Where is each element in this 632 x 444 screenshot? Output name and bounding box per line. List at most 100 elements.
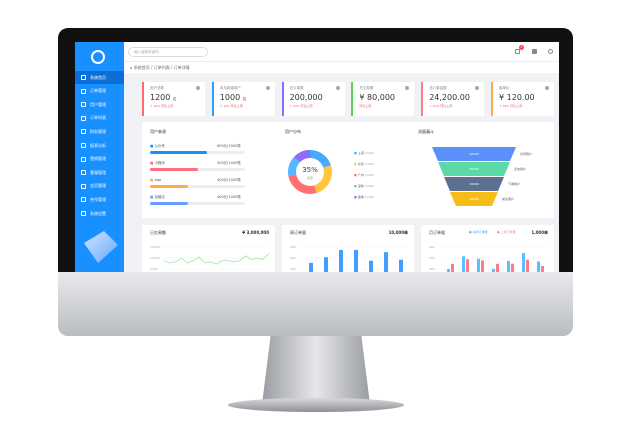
monthly-bar-a	[447, 269, 450, 272]
search-input[interactable]: 输入搜索关键词	[128, 47, 208, 57]
sidebar-item[interactable]: 用户管理	[75, 98, 124, 111]
weekly-bar	[339, 249, 343, 272]
top-bar: 输入搜索关键词 3	[124, 42, 559, 62]
overview-panel: 用户来源 ■ 公众号 600元/1000笔 ■ 小程序 500元/1000笔 ■ App…	[142, 122, 554, 218]
monthly-bar-b	[496, 263, 499, 272]
info-icon[interactable]	[545, 86, 549, 90]
weekly-bar	[354, 249, 358, 272]
stat-value: 24,200.00	[429, 93, 470, 102]
stat-card: 用户总数 1200 位 ↑ 10% 环比上周	[142, 82, 205, 116]
menu-icon	[81, 156, 86, 162]
source-label: ■ 自营店	[150, 195, 165, 199]
stat-change: ↑ 10% 环比上周	[150, 104, 174, 108]
stat-value: 200,000	[289, 93, 323, 102]
sidebar-item[interactable]: 系统首页	[75, 71, 124, 84]
menu-icon	[81, 211, 86, 216]
sidebar-item[interactable]: 报表分析	[75, 139, 124, 152]
funnel-stage: 10000	[432, 147, 516, 161]
dist-legend-item: ■ 深圳 10000	[354, 184, 375, 188]
breadcrumb: ⌂ 系统首页 / 订单列表 / 订单详情	[124, 62, 559, 73]
lock-icon[interactable]	[532, 49, 537, 54]
gear-icon[interactable]	[548, 49, 553, 54]
stat-card: 总订单金额 24,200.00 ↓ 22% 环比上周	[421, 82, 485, 116]
funnel-stage: 30000	[438, 162, 510, 176]
stat-value: 1200	[150, 93, 171, 102]
stat-change: 环比上周	[359, 104, 372, 108]
donut-slice	[314, 165, 332, 193]
donut-slice	[288, 156, 300, 177]
source-progress	[150, 168, 245, 171]
sidebar-item-label: 系统设置	[90, 210, 106, 216]
menu-icon	[81, 129, 86, 135]
dist-legend-item: ■ 上海 10000	[354, 151, 375, 155]
info-icon[interactable]	[196, 86, 200, 90]
y-tick: 600	[290, 256, 296, 260]
notification-badge: 3	[519, 45, 524, 50]
funnel-title: 流量漏斗	[418, 129, 434, 134]
notification-icon[interactable]	[515, 49, 520, 54]
user-dist-title: 用户分布	[285, 129, 301, 134]
donut-slice	[310, 150, 331, 168]
dashboard-screen: 系统首页 订单管理 用户管理 订单列表 财务管理 报表分析 营销管理 客服管理 会员管理 合作管理…	[75, 42, 559, 272]
stat-change: ↑ 10% 环比上周	[499, 104, 523, 108]
weekly-total: 10,000单	[388, 230, 408, 235]
monthly-title: 月订单量	[429, 230, 445, 235]
monitor-stand	[262, 336, 370, 404]
source-progress	[150, 202, 245, 205]
crumb-orders[interactable]: 订单列表	[153, 65, 170, 70]
weekly-bar	[324, 257, 328, 272]
info-icon[interactable]	[475, 86, 480, 90]
sidebar-item[interactable]: 财务管理	[75, 125, 124, 138]
stat-title: 总交易额	[359, 86, 374, 90]
menu-icon	[81, 102, 86, 108]
source-progress	[150, 185, 245, 188]
funnel-label: 点击用户	[514, 167, 527, 171]
sidebar-item[interactable]: 客服管理	[75, 166, 124, 179]
stat-title: 用户总数	[150, 86, 164, 90]
funnel-label: 成交用户	[502, 197, 515, 201]
sidebar-item-label: 用户管理	[90, 101, 106, 107]
sidebar-item[interactable]: 订单列表	[75, 112, 124, 125]
y-tick: 5000	[150, 267, 158, 271]
stat-card: 本月新增用户 1000 位 ↑ 10% 环比上周	[211, 82, 275, 116]
sidebar-item[interactable]: 会员管理	[75, 180, 124, 193]
sidebar-item-label: 会员管理	[90, 183, 106, 189]
info-icon[interactable]	[335, 86, 340, 90]
stat-unit: 位	[172, 97, 177, 101]
sidebar-item[interactable]: 合作管理	[75, 193, 124, 206]
sidebar-item[interactable]: 系统设置	[75, 207, 124, 220]
monitor-chin	[58, 272, 573, 336]
monthly-bar-chart: 900 600 300	[429, 245, 548, 272]
sidebar-item[interactable]: 营销管理	[75, 153, 124, 166]
funnel-label: 下单用户	[508, 182, 521, 186]
menu-icon	[81, 170, 86, 176]
info-icon[interactable]	[405, 86, 410, 90]
crumb-home[interactable]: 系统首页	[133, 65, 150, 70]
monthly-legend-b: ● 上月订单量	[497, 230, 516, 234]
daily-line-chart: 15000 10000 5000	[150, 245, 270, 271]
weekly-bar	[399, 259, 403, 272]
daily-panel: 日交易额 ¥ 3,000,000 15000 10000 5000	[142, 225, 275, 272]
sidebar-item[interactable]: 订单管理	[75, 85, 124, 98]
user-source-title: 用户来源	[150, 129, 166, 134]
y-tick: 900	[290, 245, 296, 249]
monthly-bar-b	[541, 266, 544, 272]
y-tick: 600	[429, 256, 435, 260]
info-icon[interactable]	[265, 86, 270, 90]
sidebar-item-label: 报表分析	[90, 142, 106, 148]
stat-title: 本月新增用户	[219, 86, 241, 90]
sidebar-item-label: 订单列表	[90, 115, 106, 121]
menu-icon	[81, 115, 86, 121]
monitor-base	[228, 398, 404, 412]
y-tick: 300	[290, 267, 296, 271]
menu-icon	[81, 88, 86, 94]
funnel-stage: 20000	[444, 177, 504, 191]
sidebar: 系统首页 订单管理用户管理订单列表财务管理报表分析营销管理 客服管理会员管理合作管理…	[75, 42, 124, 272]
stat-change: ↑ 10% 环比上周	[289, 104, 313, 108]
stat-value: 1000	[219, 93, 241, 102]
crumb-current: 订单详情	[173, 65, 190, 70]
donut-slice	[288, 174, 317, 194]
user-dist-donut	[288, 150, 332, 194]
source-value: 500元/1000笔	[217, 161, 241, 165]
donut-center-value: 35%	[302, 166, 318, 174]
